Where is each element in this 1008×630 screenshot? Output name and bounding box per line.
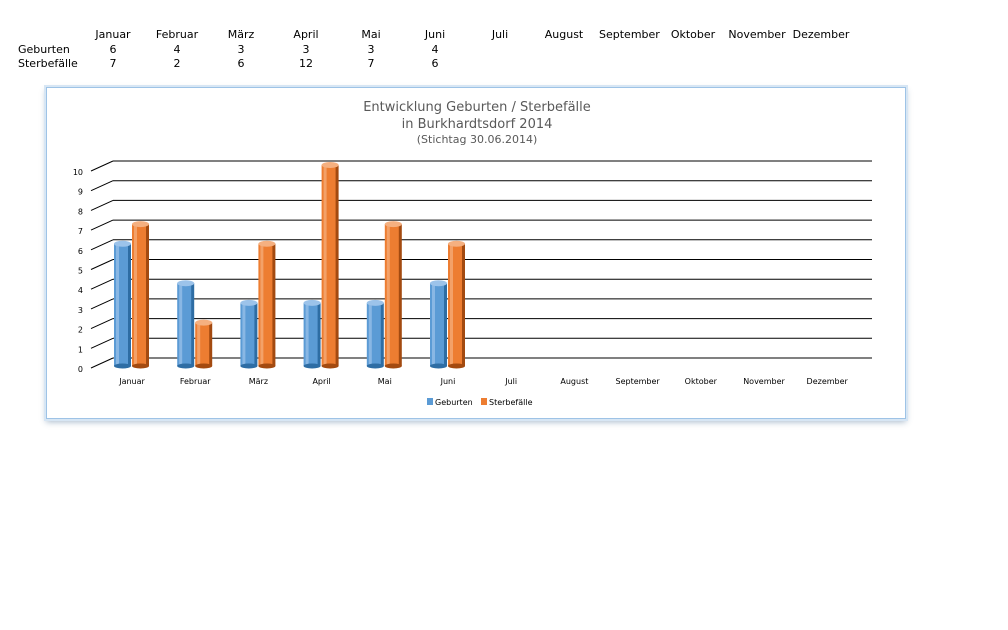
table-cell: 3: [367, 43, 375, 56]
month-header: April: [293, 28, 319, 41]
chart-svg: Entwicklung Geburten / Sterbefälle in Bu…: [73, 100, 872, 407]
bar: [195, 319, 213, 369]
y-tick-label: 6: [78, 247, 83, 256]
legend-label: Sterbefälle: [489, 398, 533, 407]
x-tick-label: September: [615, 377, 660, 386]
month-header: Mai: [361, 28, 381, 41]
grid-diagonal: [90, 199, 114, 211]
table-cell: 7: [109, 57, 117, 70]
y-tick-label: 0: [78, 365, 83, 374]
grid-diagonal: [90, 259, 114, 270]
table-cell: 4: [431, 43, 439, 56]
x-tick-label: Oktober: [685, 377, 718, 386]
bars: [114, 162, 465, 369]
bar: [384, 221, 402, 369]
y-tick-label: 7: [78, 227, 83, 236]
bar: [177, 280, 195, 369]
row-label: Sterbefälle: [18, 57, 78, 70]
chart-container[interactable]: Entwicklung Geburten / Sterbefälle in Bu…: [46, 87, 906, 419]
month-header: März: [227, 28, 255, 41]
x-tick-label: Mai: [378, 377, 392, 386]
y-tick-label: 8: [78, 207, 83, 216]
month-header: Juli: [491, 28, 509, 41]
x-tick-label: Juni: [440, 377, 456, 386]
y-tick-label: 2: [78, 326, 83, 335]
table-cell: 3: [237, 43, 245, 56]
x-tick-label: November: [743, 377, 785, 386]
bar: [132, 221, 149, 369]
table-cell: 12: [299, 57, 313, 70]
legend-label: Geburten: [435, 398, 473, 407]
table-cell: 7: [367, 57, 375, 70]
legend-swatch: [481, 398, 487, 405]
row-label: Geburten: [18, 43, 70, 56]
bar: [430, 280, 447, 369]
table-cell: 6: [237, 57, 245, 70]
chart-note: (Stichtag 30.06.2014): [417, 133, 537, 146]
bar: [258, 240, 276, 369]
x-tick-label: Dezember: [807, 377, 849, 386]
x-tick-label: August: [560, 377, 588, 386]
legend-swatch: [427, 398, 433, 405]
x-tick-label: Februar: [180, 377, 211, 386]
x-tick-label: April: [312, 377, 330, 386]
y-tick-label: 3: [78, 306, 83, 315]
bar: [321, 162, 339, 369]
grid-diagonal: [90, 278, 114, 290]
grid-diagonal: [90, 337, 114, 349]
legend[interactable]: Geburten Sterbefälle: [427, 398, 533, 407]
month-header: Januar: [95, 28, 131, 41]
grid-diagonal: [90, 180, 114, 192]
chart-title: Entwicklung Geburten / Sterbefälle: [363, 100, 591, 115]
bar: [448, 240, 465, 369]
grid-diagonal: [90, 239, 114, 251]
y-tick-label: 5: [78, 267, 83, 276]
grid-diagonal: [90, 318, 114, 330]
table-cell: 6: [431, 57, 439, 70]
x-axis-labels: Januar Februar März April Mai Juni Juli August S…: [118, 377, 848, 386]
gridlines: 0 1 2 3 4 5 6 7 8 9 10: [73, 160, 872, 374]
y-tick-label: 1: [78, 345, 83, 354]
month-header: September: [599, 28, 660, 41]
month-header: Oktober: [670, 28, 716, 41]
y-tick-label: 9: [78, 188, 83, 197]
month-header: November: [728, 28, 786, 41]
table-cell: 2: [173, 57, 181, 70]
y-tick-label: 4: [78, 286, 83, 295]
bar: [114, 240, 131, 369]
month-header: Dezember: [792, 28, 850, 41]
month-header: Februar: [155, 28, 199, 41]
bar: [366, 299, 384, 369]
bar: [240, 299, 258, 369]
y-tick-label: 10: [73, 168, 83, 177]
grid-diagonal: [90, 160, 114, 172]
bar: [303, 299, 321, 369]
grid-diagonal: [90, 219, 114, 231]
x-tick-label: Juli: [504, 377, 517, 386]
grid-diagonal: [90, 357, 114, 369]
month-header: Juni: [424, 28, 446, 41]
chart-subtitle: in Burkhardtsdorf 2014: [402, 117, 553, 132]
x-tick-label: März: [249, 377, 268, 386]
table-cell: 3: [302, 43, 310, 56]
month-header: August: [544, 28, 584, 41]
x-tick-label: Januar: [118, 377, 145, 386]
grid-diagonal: [90, 298, 114, 310]
table-cell: 4: [173, 43, 181, 56]
table-cell: 6: [109, 43, 117, 56]
